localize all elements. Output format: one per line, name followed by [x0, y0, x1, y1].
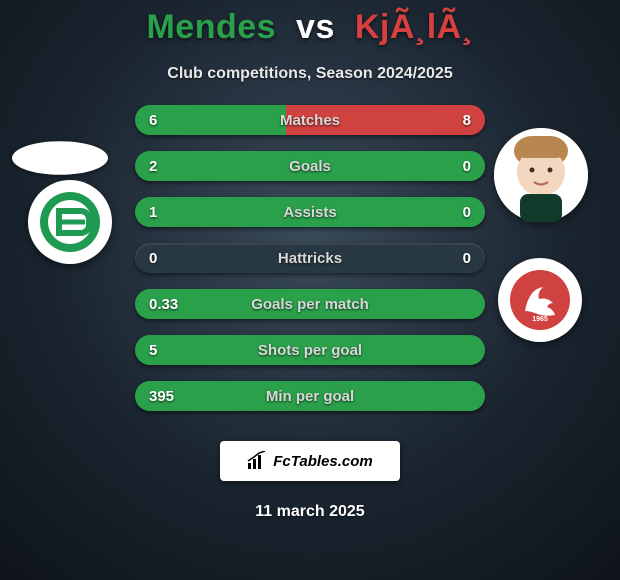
club2-logo-svg: 1965 — [505, 265, 575, 335]
subtitle: Club competitions, Season 2024/2025 — [0, 65, 620, 83]
title-player2: KjÃ¸lÃ¸ — [355, 8, 474, 46]
club1-logo — [28, 180, 112, 264]
title: Mendes vs KjÃ¸lÃ¸ — [0, 0, 620, 47]
stat-row: Goals per match0.33 — [135, 289, 485, 319]
stat-row: Min per goal395 — [135, 381, 485, 411]
footer-site: FcTables.com — [273, 453, 372, 470]
footer-badge: FcTables.com — [220, 441, 400, 481]
stat-row: Assists1 0 — [135, 197, 485, 227]
club1-logo-svg — [35, 187, 105, 257]
stat-row: Matches6 8 — [135, 105, 485, 135]
stat-value-right: 8 — [463, 105, 471, 135]
stat-value-left: 6 — [149, 105, 157, 135]
chart-icon — [247, 451, 267, 471]
stat-row: Shots per goal5 — [135, 335, 485, 365]
player1-avatar — [12, 141, 108, 175]
club2-year: 1965 — [532, 316, 548, 323]
stat-value-right: 0 — [463, 197, 471, 227]
stat-value-right: 0 — [463, 243, 471, 273]
player2-avatar — [494, 128, 588, 222]
stat-label: Hattricks — [135, 243, 485, 273]
stat-rows: Matches68Goals20Assists10Hattricks00Goal… — [135, 105, 485, 427]
player2-face-svg — [494, 128, 588, 222]
date: 11 march 2025 — [0, 503, 620, 521]
stat-value-left: 0 — [149, 243, 157, 273]
stat-value-left: 2 — [149, 151, 157, 181]
stat-label: Matches — [135, 105, 485, 135]
stat-value-right: 0 — [463, 151, 471, 181]
stat-label: Min per goal — [135, 381, 485, 411]
stat-value-left: 0.33 — [149, 289, 178, 319]
stat-label: Goals per match — [135, 289, 485, 319]
title-player1: Mendes — [146, 8, 276, 46]
stat-row: Goals2 0 — [135, 151, 485, 181]
club2-logo: 1965 — [498, 258, 582, 342]
stat-label: Assists — [135, 197, 485, 227]
stat-label: Shots per goal — [135, 335, 485, 365]
stat-value-left: 5 — [149, 335, 157, 365]
stat-label: Goals — [135, 151, 485, 181]
content: Mendes vs KjÃ¸lÃ¸ Club competitions, Sea… — [0, 0, 620, 580]
title-vs: vs — [296, 8, 335, 46]
stat-row: Hattricks0 0 — [135, 243, 485, 273]
stat-value-left: 395 — [149, 381, 174, 411]
stat-value-left: 1 — [149, 197, 157, 227]
